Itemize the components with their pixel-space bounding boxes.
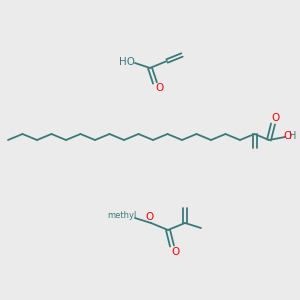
Text: HO: HO — [119, 57, 135, 67]
Text: O: O — [155, 83, 163, 93]
Text: O: O — [283, 131, 291, 141]
Text: methyl: methyl — [107, 211, 137, 220]
Text: O: O — [171, 247, 179, 257]
Text: O: O — [271, 113, 279, 123]
Text: O: O — [145, 212, 153, 222]
Text: H: H — [289, 131, 297, 141]
